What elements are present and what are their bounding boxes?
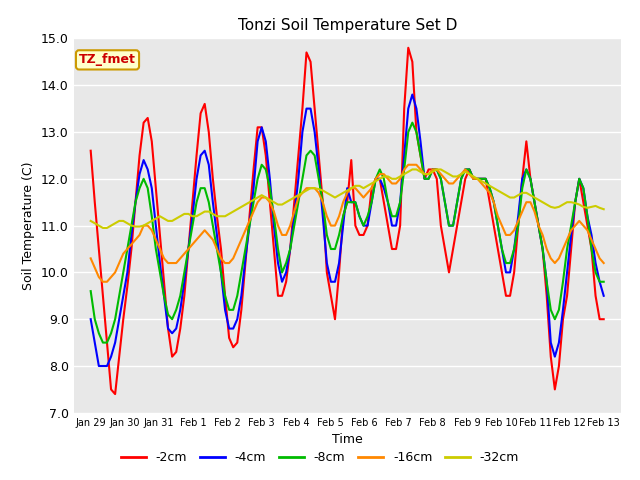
Legend: -2cm, -4cm, -8cm, -16cm, -32cm: -2cm, -4cm, -8cm, -16cm, -32cm — [116, 446, 524, 469]
Title: Tonzi Soil Temperature Set D: Tonzi Soil Temperature Set D — [237, 18, 457, 33]
X-axis label: Time: Time — [332, 433, 363, 446]
Y-axis label: Soil Temperature (C): Soil Temperature (C) — [22, 161, 35, 290]
Text: TZ_fmet: TZ_fmet — [79, 53, 136, 66]
